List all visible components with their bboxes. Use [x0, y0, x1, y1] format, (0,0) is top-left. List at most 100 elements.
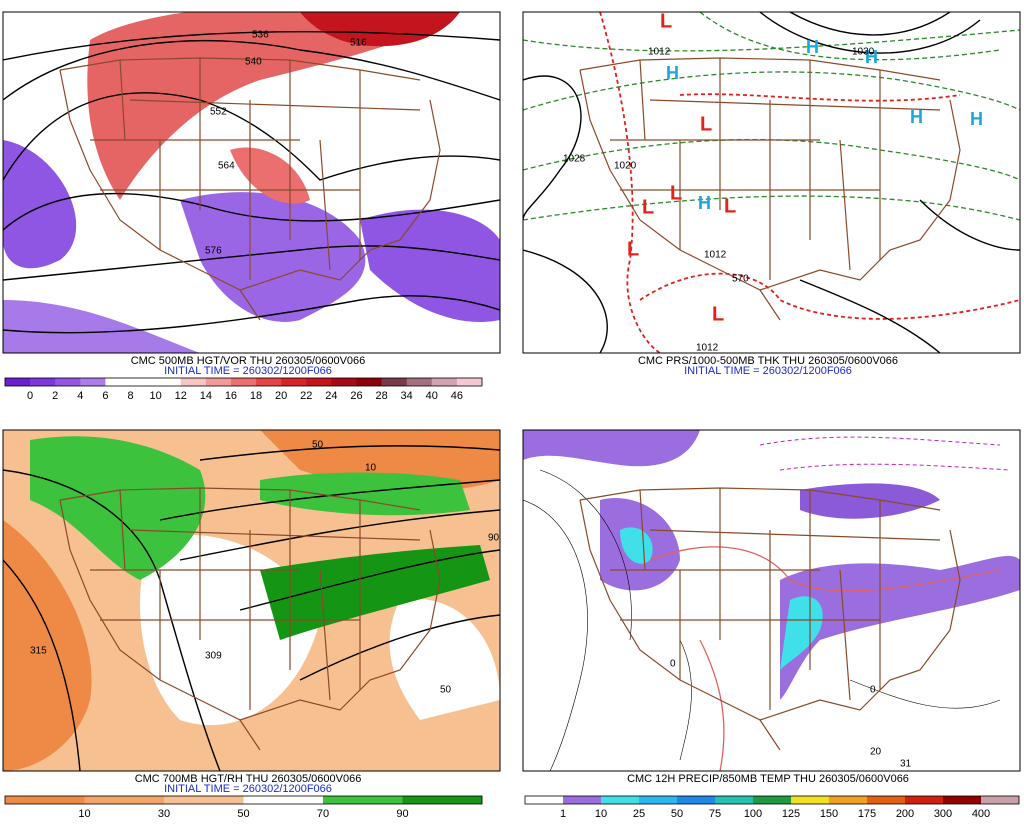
contour-label: 90 [488, 533, 500, 544]
contour-label: 1012 [696, 343, 719, 354]
contour-label: 0 [870, 685, 876, 696]
colorbar-frame [524, 795, 1020, 805]
colorbar-label: 26 [350, 390, 362, 402]
low-marker: L [670, 182, 682, 204]
colorbar-label: 34 [401, 390, 413, 402]
colorbar-label: 150 [820, 808, 838, 819]
colorbar-label: 20 [275, 390, 287, 402]
colorbar-label: 400 [972, 808, 990, 819]
colorbar-label: 70 [317, 808, 329, 819]
initial-time: INITIAL TIME = 260302/1200F066 [684, 365, 852, 377]
colorbar-segment [306, 378, 332, 386]
caption: CMC 700MB HGT/RH THU 260305/0600V066 [135, 773, 362, 785]
contour-label: 1030 [852, 47, 875, 58]
contour-label: 576 [205, 246, 222, 257]
colorbar-segment [677, 796, 716, 804]
low-marker: L [724, 195, 736, 217]
colorbar-segment [155, 378, 182, 386]
colorbar-label: 1 [560, 808, 566, 819]
colorbar-segment [525, 796, 564, 804]
colorbar-segment [981, 796, 1020, 804]
colorbar-label: 75 [709, 808, 721, 819]
contour-label: 10 [365, 463, 377, 474]
map-precip-850mb-temp [523, 430, 1020, 771]
caption: CMC PRS/1000-500MB THK THU 260305/0600V0… [638, 355, 898, 367]
high-marker: H [865, 47, 878, 67]
colorbar-segment [639, 796, 678, 804]
colorbar-label: 12 [175, 390, 187, 402]
colorbar-label: 18 [250, 390, 262, 402]
contour-label: 1012 [648, 47, 671, 58]
colorbar-segment [381, 378, 407, 386]
colorbar-segment [5, 796, 85, 804]
map-pressure-thickness [523, 12, 1020, 353]
high-marker: H [698, 193, 711, 213]
colorbar-segment [243, 796, 324, 804]
map-500mb-vorticity [3, 12, 500, 353]
colorbar-segment [180, 378, 207, 386]
colorbar-segment [715, 796, 754, 804]
contour-label: 540 [245, 57, 262, 68]
colorbar-segment [406, 378, 433, 386]
colorbar-label: 100 [744, 808, 762, 819]
colorbar-segment [5, 378, 31, 386]
colorbar-segment [943, 796, 982, 804]
high-marker: H [806, 37, 819, 57]
colorbar-segment [563, 796, 602, 804]
contour-label: 552 [210, 107, 227, 118]
colorbar-label: 28 [375, 390, 387, 402]
colorbar-frame [4, 795, 483, 805]
colorbar-segment [402, 796, 483, 804]
contour-label: 0 [670, 659, 676, 670]
colorbar-label: 200 [896, 808, 914, 819]
colorbar-segment [281, 378, 307, 386]
colorbar-label: 10 [150, 390, 162, 402]
colorbar-label: 0 [27, 390, 33, 402]
colorbar-label: 30 [158, 808, 170, 819]
colorbar-label: 50 [671, 808, 683, 819]
colorbar-segment [55, 378, 81, 386]
colorbar-segment [105, 378, 131, 386]
high-marker: H [970, 109, 983, 129]
contour-label: 50 [312, 440, 324, 451]
contour-label: 315 [30, 646, 47, 657]
colorbar-segment [256, 378, 282, 386]
colorbar-frame [4, 377, 483, 387]
colorbar-label: 6 [102, 390, 108, 402]
colorbar-label: 90 [396, 808, 408, 819]
caption: CMC 500MB HGT/VOR THU 260305/0600V066 [131, 355, 366, 367]
contour-label: 20 [870, 747, 882, 758]
contour-label: 564 [218, 161, 235, 172]
colorbar-label: 40 [426, 390, 438, 402]
colorbar-label: 10 [595, 808, 607, 819]
colorbar-label: 300 [934, 808, 952, 819]
colorbar-label: 2 [52, 390, 58, 402]
low-marker: L [700, 113, 712, 135]
colorbar-segment [753, 796, 792, 804]
colorbar-segment [601, 796, 640, 804]
colorbar-segment [431, 378, 458, 386]
colorbar-segment [867, 796, 906, 804]
low-marker: L [627, 238, 639, 260]
colorbar-segment [829, 796, 868, 804]
colorbar-segment [905, 796, 944, 804]
colorbar-segment [164, 796, 244, 804]
contour-label: 309 [205, 651, 222, 662]
low-marker: L [642, 196, 654, 218]
contour-label: 570 [732, 274, 749, 285]
initial-time: INITIAL TIME = 260302/1200F066 [164, 783, 332, 795]
contour-label: 1012 [704, 250, 727, 261]
colorbar-segment [84, 796, 165, 804]
colorbar-label: 125 [782, 808, 800, 819]
initial-time: INITIAL TIME = 260302/1200F066 [164, 365, 332, 377]
colorbar-label: 14 [200, 390, 212, 402]
colorbar-segment [331, 378, 357, 386]
high-marker: H [666, 63, 679, 83]
colorbar-label: 22 [300, 390, 312, 402]
colorbar-segment [80, 378, 106, 386]
contour-label: 31 [900, 759, 912, 770]
contour-label: 1020 [614, 161, 637, 172]
colorbar-label: 50 [237, 808, 249, 819]
colorbar-label: 25 [633, 808, 645, 819]
